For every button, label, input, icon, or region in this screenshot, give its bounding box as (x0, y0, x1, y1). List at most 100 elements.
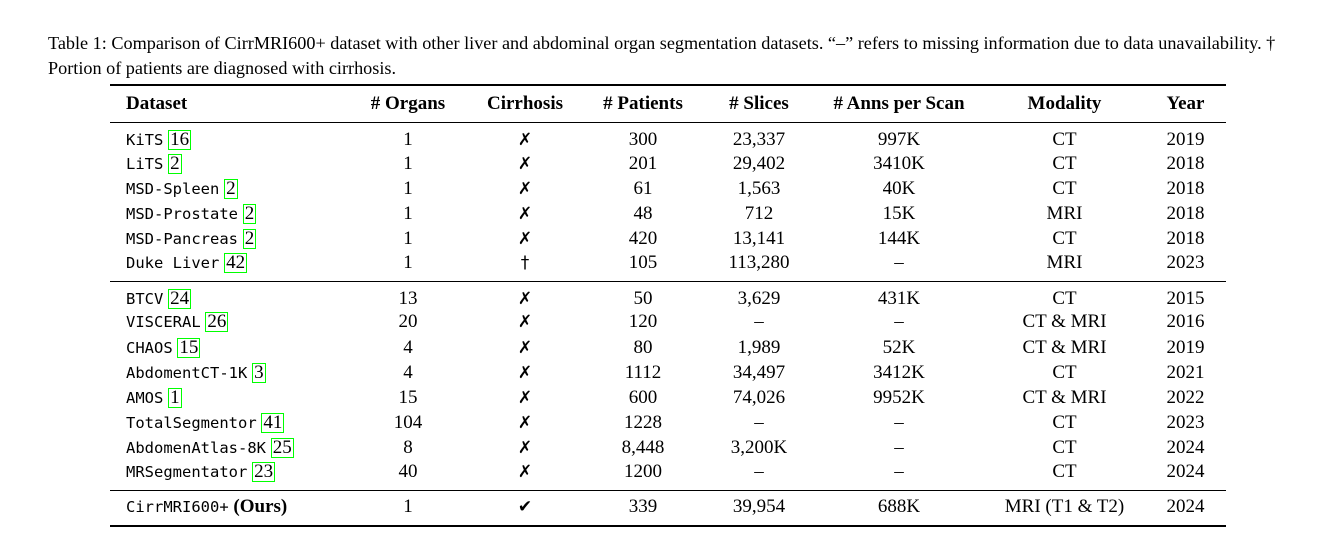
table-row: MSD-Spleen 2 1 ✗ 61 1,563 40K CT 2018 (110, 176, 1226, 201)
citation-link[interactable]: 25 (270, 437, 294, 459)
organs-cell: 1 (403, 202, 413, 224)
table-row: Duke Liver 42 1 † 105 113,280 – MRI 2023 (110, 252, 1226, 282)
cirrhosis-cell: † (520, 252, 530, 273)
organs-cell: 8 (403, 437, 413, 459)
cirrhosis-cell: ✗ (517, 229, 533, 250)
year-cell: 2018 (1166, 228, 1205, 250)
year-cell: 2024 (1166, 460, 1205, 482)
dataset-cell: LiTS 2 (110, 151, 348, 176)
anns-cell: – (894, 311, 904, 333)
abdominal-datasets-group: BTCV 24 13 ✗ 50 3,629 431K CT 2015 VISCERAL 26 20… (110, 281, 1226, 491)
cirrhosis-cell: ✗ (517, 362, 533, 383)
cirrhosis-cell: ✗ (517, 438, 533, 459)
citation-link[interactable]: 24 (168, 287, 192, 309)
citation-link[interactable]: 15 (177, 336, 201, 358)
table-row: CHAOS 15 4 ✗ 80 1,989 52K CT & MRI 2019 (110, 335, 1226, 360)
dataset-name: Duke Liver (126, 253, 220, 272)
year-cell: 2019 (1166, 336, 1205, 358)
citation-link[interactable]: 2 (242, 228, 257, 250)
dataset-cell: TotalSegmentor 41 (110, 411, 348, 436)
dataset-name: AbdomenAtlas-8K (126, 439, 266, 458)
organs-cell: 1 (403, 228, 413, 250)
anns-cell: 688K (877, 495, 921, 517)
cirrhosis-cell: ✗ (517, 178, 533, 199)
dataset-cell: CirrMRI600+ (Ours) (110, 490, 348, 526)
slices-cell: 3,200K (730, 437, 788, 459)
citation-link[interactable]: 42 (224, 251, 248, 273)
header-slices: # Slices (704, 85, 814, 123)
header-row: Dataset # Organs Cirrhosis # Patients # … (110, 85, 1226, 123)
anns-cell: 52K (882, 336, 916, 358)
modality-cell: CT (1052, 437, 1077, 459)
header-cirrhosis: Cirrhosis (468, 85, 582, 123)
organs-cell: 15 (398, 386, 418, 408)
slices-cell: 39,954 (732, 495, 786, 517)
table-row: VISCERAL 26 20 ✗ 120 – – CT & MRI 2016 (110, 310, 1226, 335)
dataset-cell: AbdomenAtlas-8K 25 (110, 436, 348, 461)
dataset-name: CHAOS (126, 338, 173, 357)
citation-link[interactable]: 2 (168, 152, 182, 174)
dataset-cell: MSD-Prostate 2 (110, 201, 348, 226)
anns-cell: 144K (877, 228, 921, 250)
modality-cell: CT (1052, 460, 1077, 482)
citation-link[interactable]: 23 (252, 460, 276, 482)
patients-cell: 420 (628, 228, 658, 250)
dataset-cell: MSD-Pancreas 2 (110, 227, 348, 252)
citation-link[interactable]: 2 (224, 177, 238, 199)
patients-cell: 300 (628, 129, 658, 150)
header-anns: # Anns per Scan (814, 85, 984, 123)
patients-cell: 339 (628, 495, 658, 517)
table-row: LiTS 2 1 ✗ 201 29,402 3410K CT 2018 (110, 151, 1226, 176)
slices-cell: 1,989 (737, 336, 781, 358)
slices-cell: 74,026 (732, 386, 786, 408)
cirrhosis-cell: ✔ (517, 496, 533, 517)
slices-cell: 712 (744, 202, 774, 224)
comparison-table: Dataset # Organs Cirrhosis # Patients # … (110, 84, 1226, 527)
anns-cell: 431K (877, 287, 921, 309)
header-dataset: Dataset (110, 85, 348, 123)
modality-cell: CT & MRI (1022, 336, 1107, 358)
table-row: AbdomentCT-1K 3 4 ✗ 1112 34,497 3412K CT 2021 (110, 360, 1226, 385)
citation-link[interactable]: 3 (252, 361, 266, 383)
citation-link[interactable]: 16 (168, 129, 192, 150)
ours-label: (Ours) (233, 495, 288, 517)
patients-cell: 61 (633, 177, 653, 199)
citation-link[interactable]: 2 (242, 202, 257, 224)
organs-cell: 1 (403, 152, 413, 174)
year-cell: 2019 (1166, 129, 1205, 150)
patients-cell: 50 (633, 287, 653, 309)
table-row: AbdomenAtlas-8K 25 8 ✗ 8,448 3,200K – CT 2024 (110, 436, 1226, 461)
dataset-name: MSD-Pancreas (126, 230, 238, 249)
dataset-name: AbdomentCT-1K (126, 363, 248, 382)
organs-cell: 1 (403, 177, 413, 199)
dataset-name: BTCV (126, 289, 164, 308)
table-row: AMOS 1 15 ✗ 600 74,026 9952K CT & MRI 2022 (110, 385, 1226, 410)
organs-cell: 1 (403, 129, 413, 150)
patients-cell: 1200 (624, 460, 662, 482)
table-row: MRSegmentator 23 40 ✗ 1200 – – CT 2024 (110, 461, 1226, 491)
patients-cell: 120 (628, 311, 658, 333)
dataset-cell: MSD-Spleen 2 (110, 176, 348, 201)
year-cell: 2024 (1166, 437, 1205, 459)
year-cell: 2016 (1166, 311, 1205, 333)
citation-link[interactable]: 26 (205, 311, 229, 333)
patients-cell: 80 (633, 336, 653, 358)
year-cell: 2022 (1166, 386, 1205, 408)
citation-link[interactable]: 41 (261, 412, 285, 434)
table-caption: Table 1: Comparison of CirrMRI600+ datas… (48, 33, 1276, 78)
cirrhosis-cell: ✗ (517, 387, 533, 408)
table-row-ours: CirrMRI600+ (Ours) 1 ✔ 339 39,954 688K M… (110, 490, 1226, 526)
slices-cell: 113,280 (728, 251, 790, 273)
dataset-name: VISCERAL (126, 313, 201, 332)
cirrhosis-cell: ✗ (517, 337, 533, 358)
citation-link[interactable]: 1 (168, 386, 182, 408)
cirrhosis-cell: ✗ (517, 203, 533, 224)
slices-cell: 3,629 (737, 287, 781, 309)
anns-cell: 3412K (873, 361, 925, 383)
anns-cell: – (894, 412, 904, 434)
dataset-cell: CHAOS 15 (110, 335, 348, 360)
dataset-name: AMOS (126, 388, 164, 407)
modality-cell: CT (1052, 287, 1077, 309)
dataset-name: MSD-Spleen (126, 179, 220, 198)
dataset-name: MRSegmentator (126, 462, 248, 481)
